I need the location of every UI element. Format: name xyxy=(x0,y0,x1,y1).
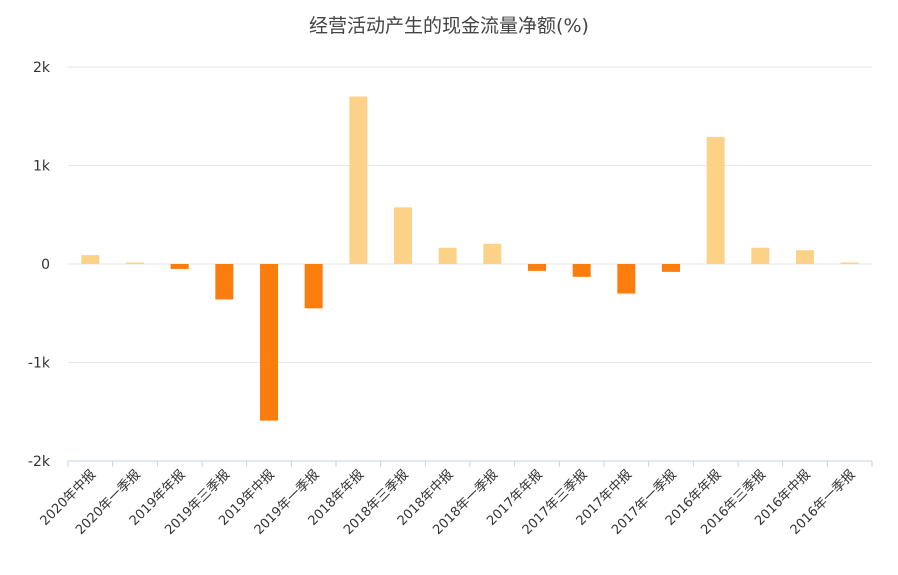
bar-2019年一季报[interactable] xyxy=(304,264,323,309)
y-tick-label: -1k xyxy=(28,356,51,372)
bar-2016年三季报[interactable] xyxy=(751,247,770,264)
bar-2019年中报[interactable] xyxy=(260,264,278,421)
bar-2020年中报[interactable] xyxy=(81,255,100,264)
y-axis-ticks: 2k 1k 0 -1k -2k xyxy=(28,60,51,470)
bar-2020年一季报[interactable] xyxy=(126,262,144,264)
y-tick-label: -2k xyxy=(28,454,51,470)
y-tick-label: 1k xyxy=(33,159,51,175)
bar-2018年三季报[interactable] xyxy=(394,207,412,264)
bar-2018年一季报[interactable] xyxy=(483,243,502,264)
bar-2019年三季报[interactable] xyxy=(215,264,234,300)
chart-title: 经营活动产生的现金流量净额(%) xyxy=(309,15,589,37)
y-tick-label: 0 xyxy=(41,257,50,273)
gridlines xyxy=(68,66,872,363)
bar-2016年中报[interactable] xyxy=(796,250,814,264)
bar-2016年一季报[interactable] xyxy=(840,262,859,264)
bar-2017年年报[interactable] xyxy=(528,264,546,271)
bar-2018年年报[interactable] xyxy=(349,96,368,264)
bar-2017年一季报[interactable] xyxy=(662,264,680,272)
bar-2018年中报[interactable] xyxy=(438,247,457,264)
x-axis xyxy=(67,460,873,467)
bar-2017年三季报[interactable] xyxy=(572,264,591,277)
bar-2019年年报[interactable] xyxy=(170,264,189,269)
bar-2017年中报[interactable] xyxy=(617,264,636,294)
y-tick-label: 2k xyxy=(33,60,51,76)
x-axis-ticks: 2020年中报2020年一季报2019年年报2019年三季报2019年中报201… xyxy=(38,467,859,538)
bars xyxy=(81,96,859,421)
bar-2016年年报[interactable] xyxy=(706,136,725,264)
